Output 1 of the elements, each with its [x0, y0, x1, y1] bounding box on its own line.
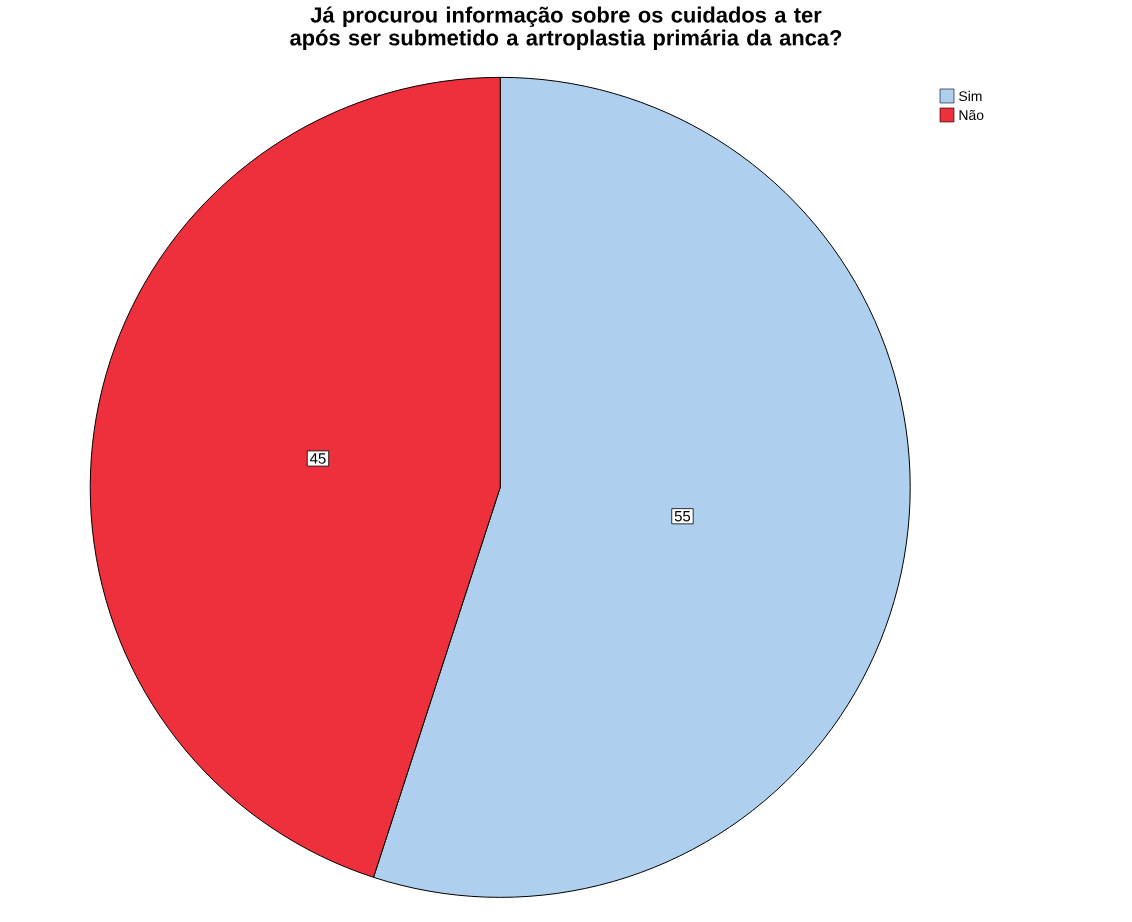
chart-title: Já procurou informação sobre os cuidados a ter após ser submetido a artroplastia primária da anca? [290, 6, 842, 50]
